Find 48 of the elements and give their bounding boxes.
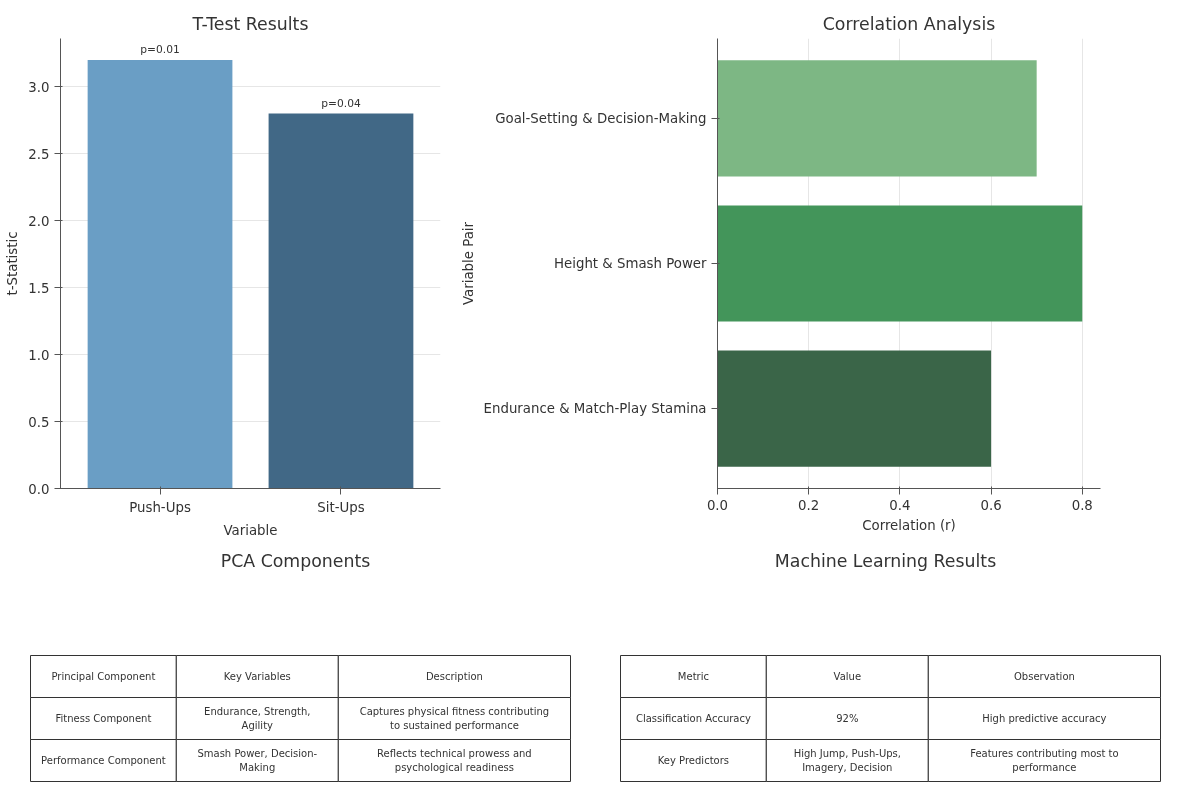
text: Machine Learning Results [774,550,997,571]
text: High Jump, Push-Ups, Imagery, Decision [793,748,901,773]
y-tick-label: 0.5 [28,414,50,430]
text: Endurance, Strength, Agility [204,706,311,731]
x-tick-label: 0.0 [706,497,729,513]
x-tick-label: Sit-Ups [317,499,365,515]
y-tick-label: 1.5 [28,280,50,296]
text: 92% [836,713,859,724]
x-axis-title: Variable [223,522,278,538]
x-tick-label: 0.6 [980,497,1002,513]
text: PCA Components [220,550,371,571]
category-label: Description [425,671,483,682]
text: Features contributing most to performance [970,748,1119,773]
x-tick-label: 0.8 [1071,497,1093,513]
y-tick-label: 1.0 [28,347,50,363]
text: Classification Accuracy [635,713,751,724]
category-label: Principal Component [51,671,156,682]
y-tick-label: Endurance & Match-Play Stamina [483,401,707,417]
y-tick-label: Goal-Setting & Decision-Making [495,110,707,126]
x-tick-label: Push-Ups [129,499,191,515]
y-tick-label: 2.0 [28,213,50,229]
bar [717,205,1083,322]
x-tick-label: 0.4 [889,497,911,513]
text: Reflects technical prowess and psychological readiness [377,748,532,773]
chart-title: T-Test Results [191,13,309,34]
text: Smash Power, Decision-Making [197,748,318,773]
category-label: Observation [1013,671,1075,682]
category-label: Key Variables [223,671,291,682]
y-tick-label: 3.0 [28,79,50,95]
x-axis-title: Correlation (r) [862,517,956,533]
y-axis-title: t-Statistic [5,231,21,296]
annotation: p=0.04 [321,96,361,110]
text: Fitness Component [55,713,152,724]
bar [717,350,992,467]
y-axis-title: Variable Pair [460,221,476,305]
text: Captures physical fitness contributing to sustained performance [359,706,550,731]
text: Performance Component [41,755,166,766]
bar [717,60,1037,177]
y-tick-label: 0.0 [28,481,50,497]
text: Key Predictors [657,755,730,766]
y-tick-label: 2.5 [28,146,50,162]
category-label: Value [833,671,862,682]
chart-title: Correlation Analysis [822,13,996,34]
y-tick-label: Height & Smash Power [554,256,708,271]
text: High predictive accuracy [982,713,1107,724]
category-label: Metric [677,671,709,682]
annotation: p=0.01 [140,42,180,56]
x-tick-label: 0.2 [798,497,820,513]
